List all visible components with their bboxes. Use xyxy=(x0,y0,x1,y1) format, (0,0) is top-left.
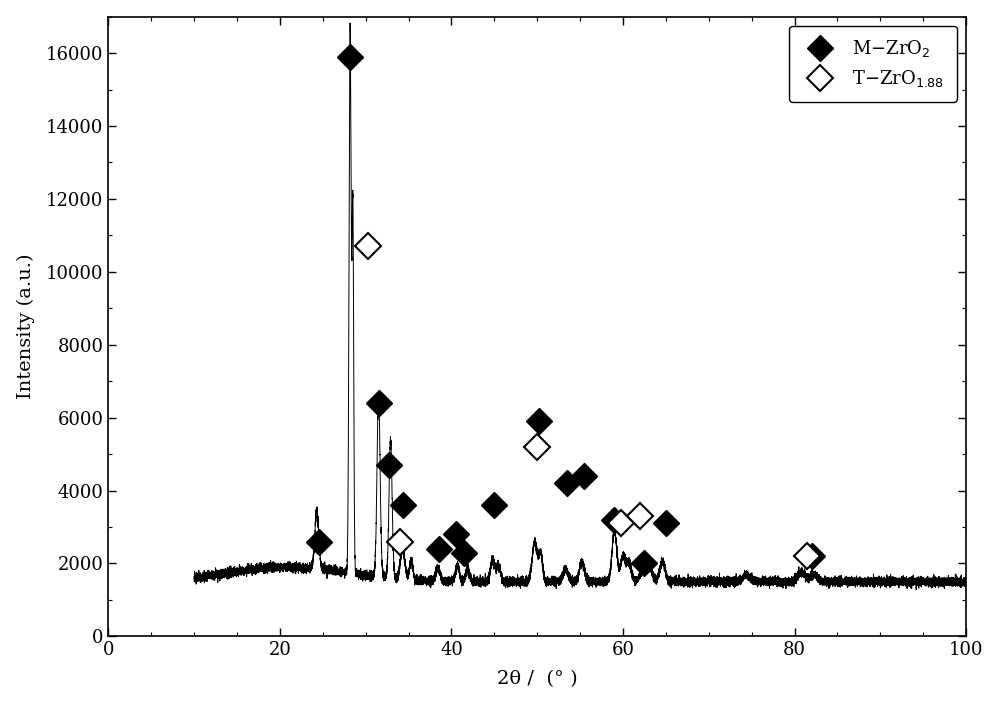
Legend: M$-$ZrO$_2$, T$-$ZrO$_{1.88}$: M$-$ZrO$_2$, T$-$ZrO$_{1.88}$ xyxy=(789,25,957,102)
Y-axis label: Intensity (a.u.): Intensity (a.u.) xyxy=(17,254,35,399)
X-axis label: 2θ /  (° ): 2θ / (° ) xyxy=(497,670,578,688)
